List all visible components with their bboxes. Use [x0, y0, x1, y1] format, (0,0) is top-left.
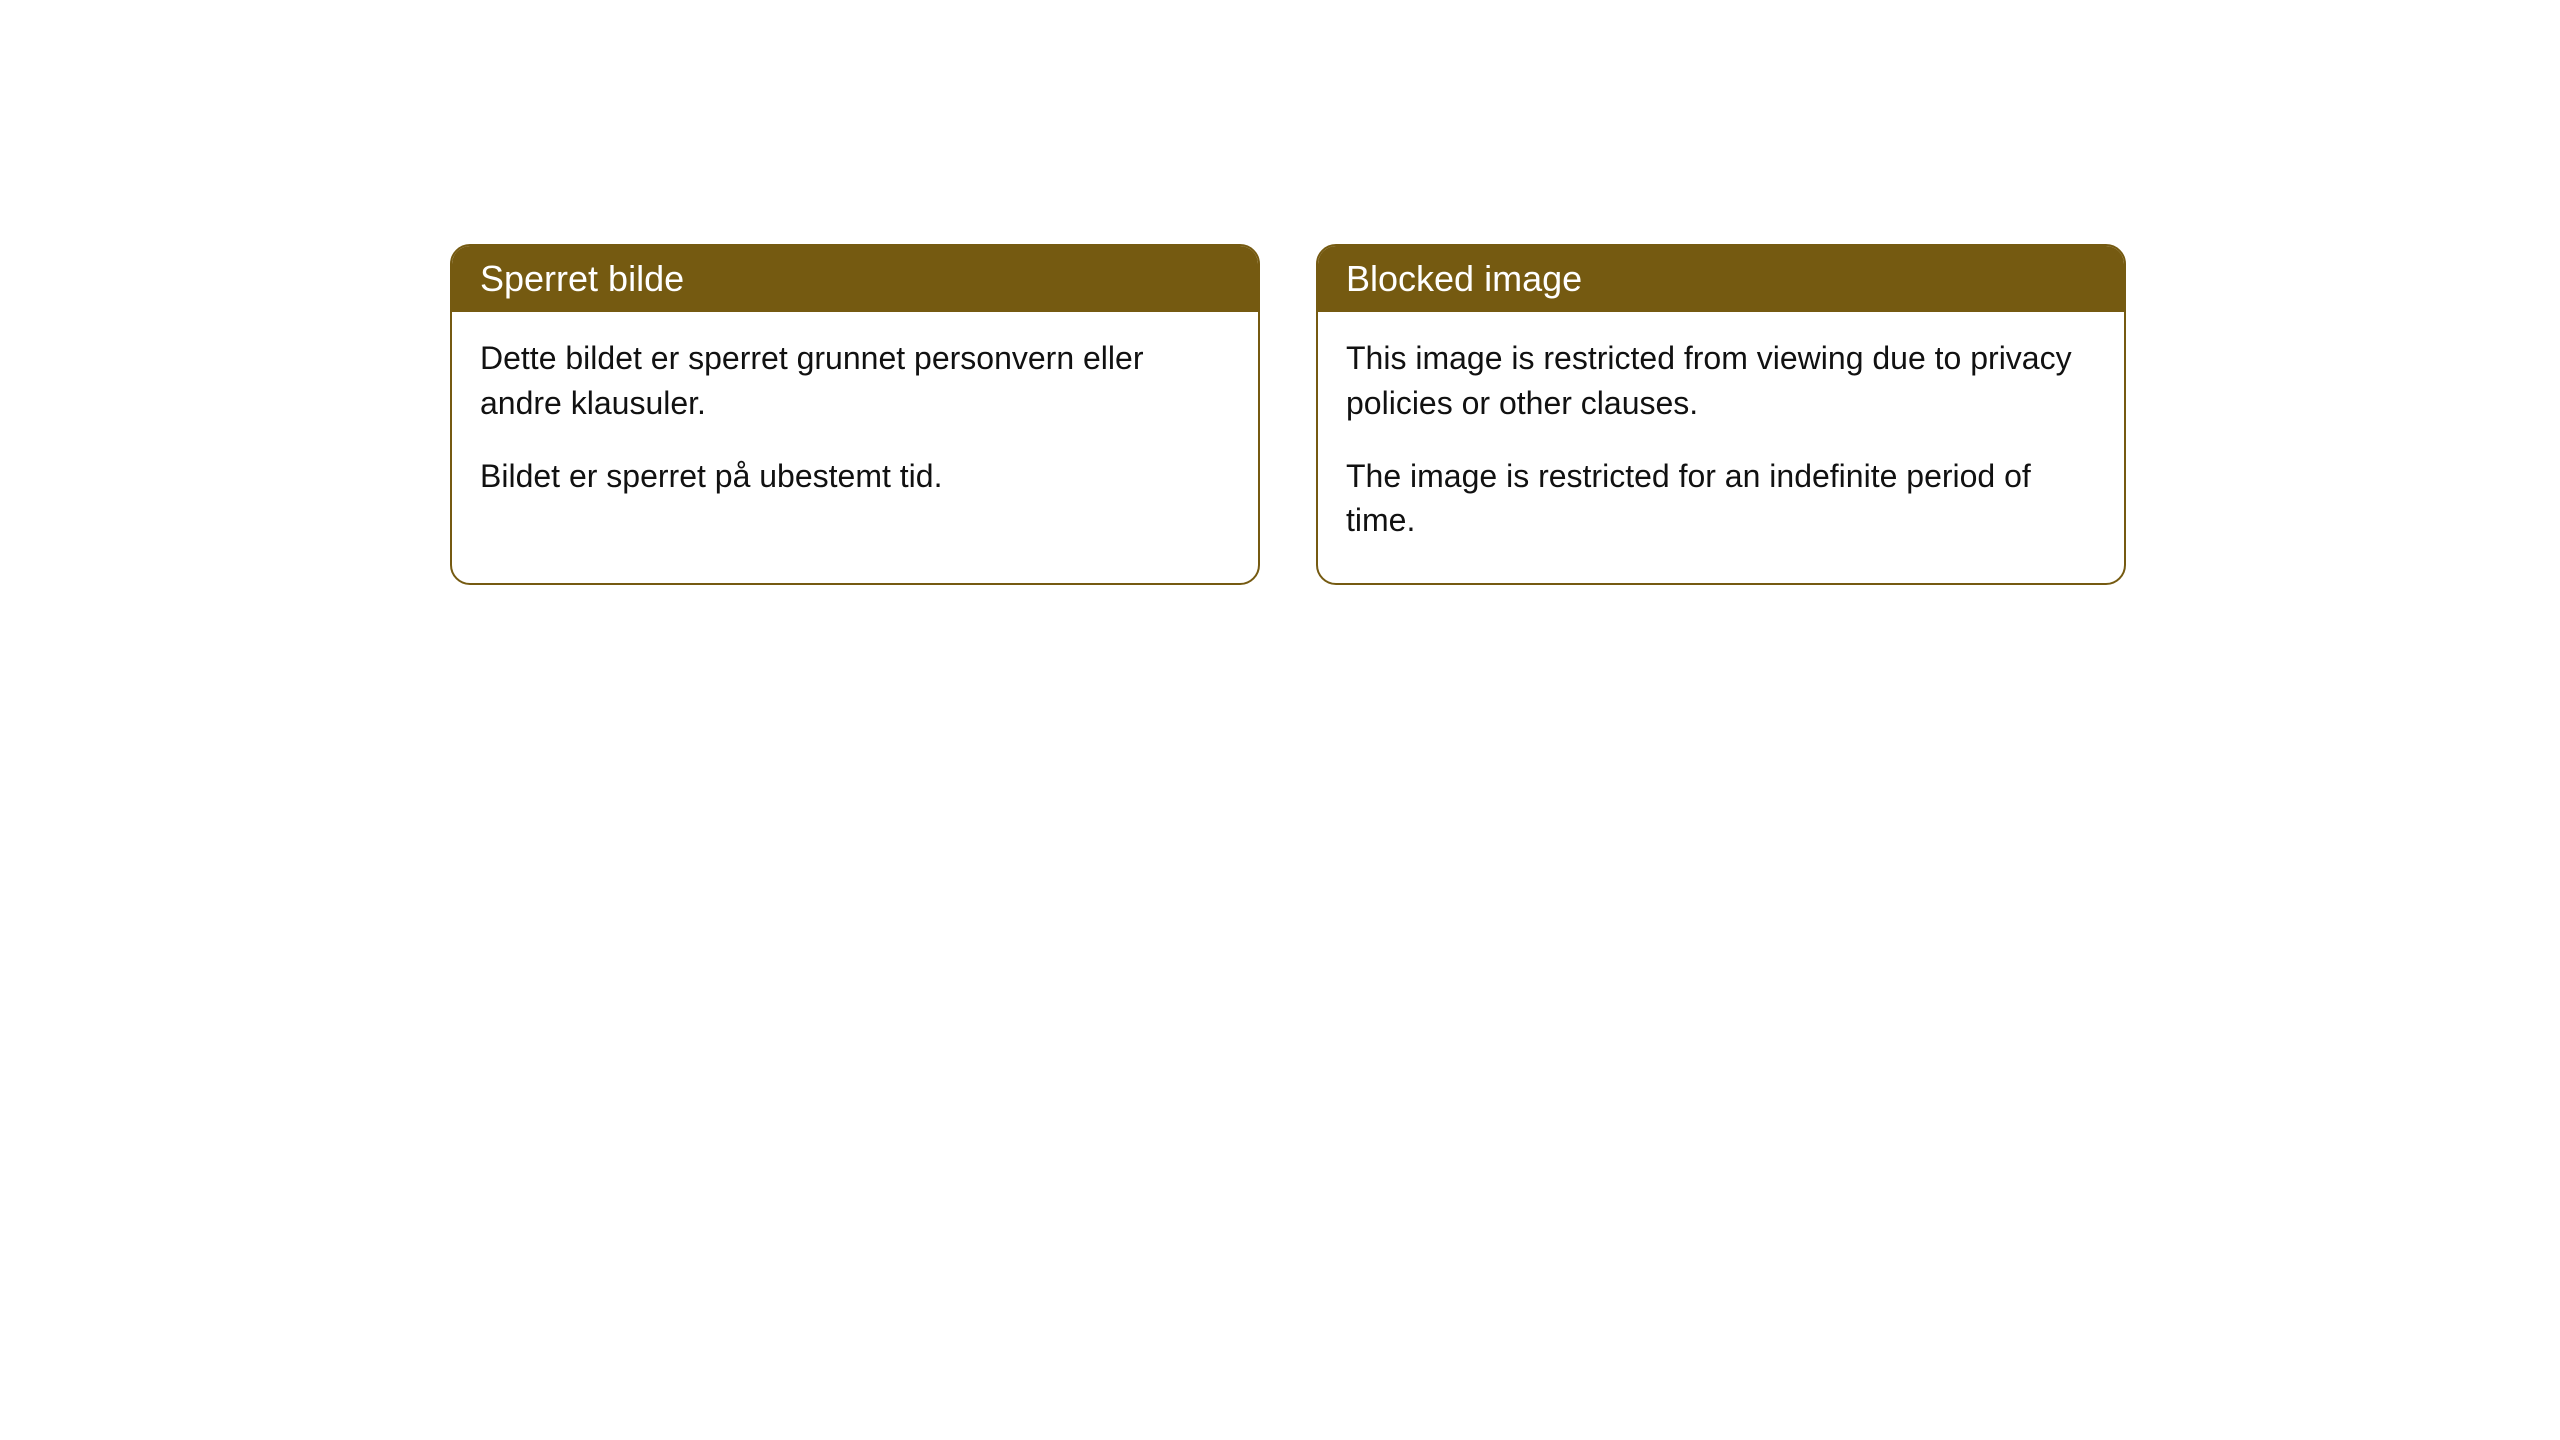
card-paragraph: Bildet er sperret på ubestemt tid.: [480, 454, 1230, 499]
card-body-no: Dette bildet er sperret grunnet personve…: [452, 312, 1258, 538]
card-paragraph: This image is restricted from viewing du…: [1346, 336, 2096, 426]
card-title-no: Sperret bilde: [452, 246, 1258, 312]
notice-cards-container: Sperret bilde Dette bildet er sperret gr…: [450, 244, 2126, 585]
blocked-image-card-no: Sperret bilde Dette bildet er sperret gr…: [450, 244, 1260, 585]
card-paragraph: The image is restricted for an indefinit…: [1346, 454, 2096, 544]
card-title-en: Blocked image: [1318, 246, 2124, 312]
card-paragraph: Dette bildet er sperret grunnet personve…: [480, 336, 1230, 426]
blocked-image-card-en: Blocked image This image is restricted f…: [1316, 244, 2126, 585]
card-body-en: This image is restricted from viewing du…: [1318, 312, 2124, 583]
